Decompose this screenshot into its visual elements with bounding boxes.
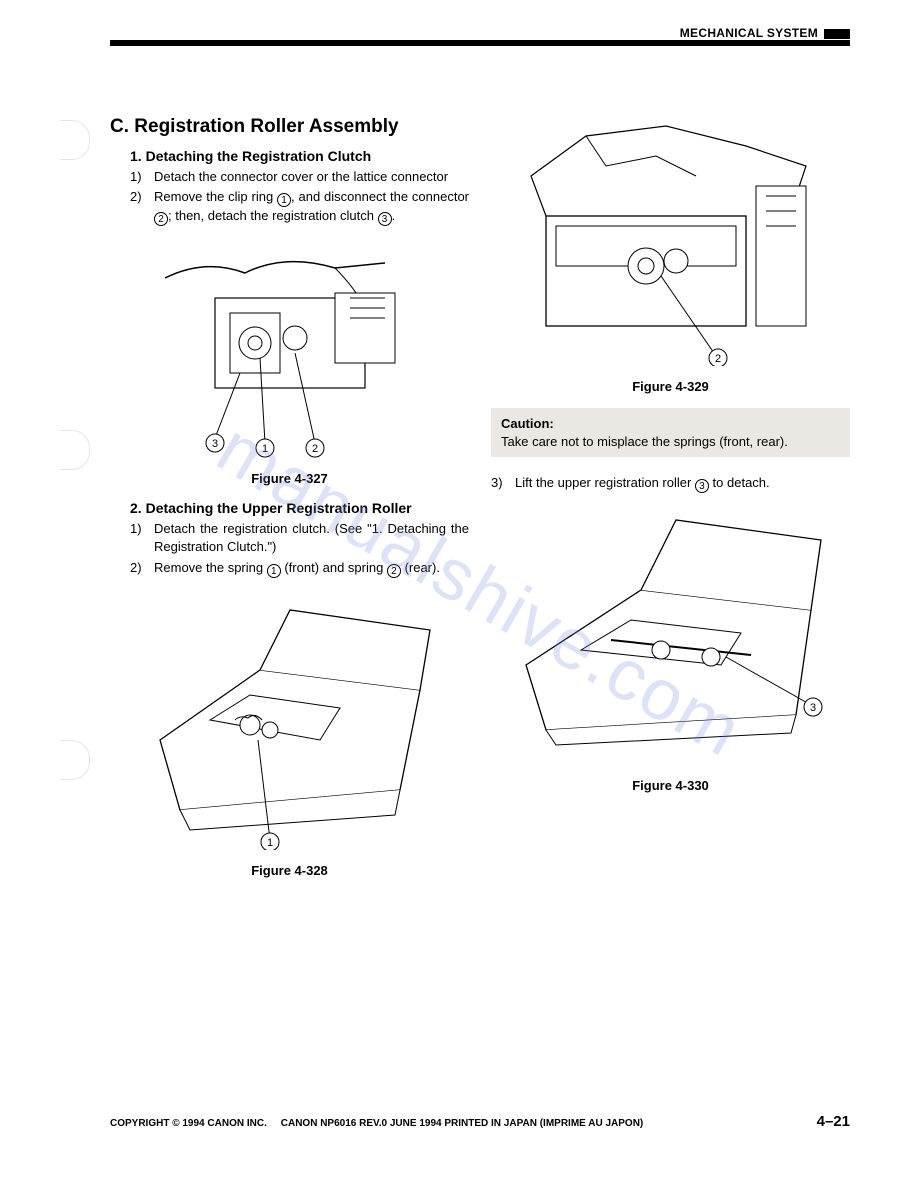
section-letter: C. [110, 116, 129, 137]
header-rule: MECHANICAL SYSTEM [110, 40, 850, 46]
two-column-layout: C. Registration Roller Assembly 1. Detac… [110, 116, 850, 892]
page-footer: COPYRIGHT © 1994 CANON INC. CANON NP6016… [110, 1113, 850, 1130]
diagram-328: 1 [140, 590, 440, 850]
figure-330-caption: Figure 4-330 [491, 778, 850, 793]
callout-2: 2 [714, 353, 720, 365]
footer-left: COPYRIGHT © 1994 CANON INC. CANON NP6016… [110, 1118, 643, 1129]
figure-328-caption: Figure 4-328 [110, 863, 469, 878]
callout-3: 3 [211, 438, 217, 450]
circled-2-icon: 2 [154, 212, 168, 226]
right-column: 2 Figure 4-329 Caution: Take care not to… [491, 116, 850, 892]
step-3: 3) Lift the upper registration roller 3 … [491, 475, 850, 493]
figure-328: 1 Figure 4-328 [110, 590, 469, 878]
caution-title: Caution: [501, 416, 840, 431]
step-2-1: 1) Detach the registration clutch. (See … [130, 520, 469, 556]
subheading-1: 1. Detaching the Registration Clutch [130, 148, 469, 164]
step-2-2: 2) Remove the spring 1 (front) and sprin… [130, 559, 469, 578]
callout-3: 3 [809, 702, 815, 714]
callout-1: 1 [266, 837, 272, 849]
section-title: C. Registration Roller Assembly [110, 116, 469, 138]
diagram-327: 3 1 2 [155, 238, 425, 458]
page-content: MECHANICAL SYSTEM manualshive.com C. Reg… [110, 40, 850, 1140]
header-label: MECHANICAL SYSTEM [670, 26, 850, 40]
page-number: 4–21 [817, 1113, 850, 1130]
callout-1: 1 [261, 443, 267, 455]
steps-list-1: 1) Detach the connector cover or the lat… [130, 168, 469, 226]
figure-329: 2 Figure 4-329 [491, 116, 850, 394]
circled-2-icon: 2 [387, 564, 401, 578]
step-1-1: 1) Detach the connector cover or the lat… [130, 168, 469, 186]
figure-330: 3 Figure 4-330 [491, 505, 850, 793]
caution-text: Take care not to misplace the springs (f… [501, 434, 840, 449]
figure-329-caption: Figure 4-329 [491, 379, 850, 394]
left-column: C. Registration Roller Assembly 1. Detac… [110, 116, 469, 892]
circled-3-icon: 3 [378, 212, 392, 226]
step-1-2: 2) Remove the clip ring 1, and disconnec… [130, 188, 469, 226]
circled-1-icon: 1 [267, 564, 281, 578]
diagram-330: 3 [511, 505, 831, 765]
circled-1-icon: 1 [277, 193, 291, 207]
caution-box: Caution: Take care not to misplace the s… [491, 408, 850, 457]
figure-327: 3 1 2 Figure 4-327 [110, 238, 469, 486]
callout-2: 2 [311, 443, 317, 455]
diagram-329: 2 [516, 116, 826, 366]
subheading-2: 2. Detaching the Upper Registration Roll… [130, 500, 469, 516]
steps-list-2: 1) Detach the registration clutch. (See … [130, 520, 469, 577]
figure-327-caption: Figure 4-327 [110, 471, 469, 486]
circled-3-icon: 3 [695, 479, 709, 493]
section-title-text: Registration Roller Assembly [134, 116, 398, 137]
